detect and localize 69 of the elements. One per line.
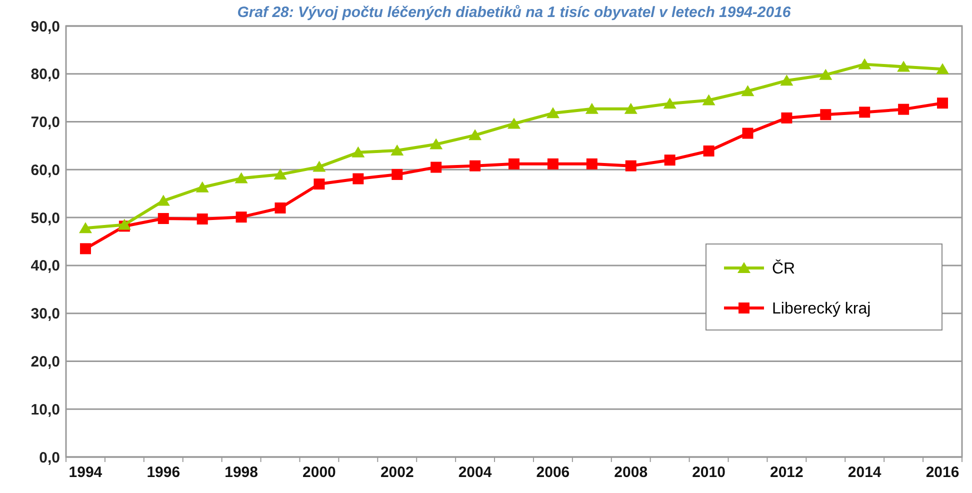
y-tick-label: 40,0 (30, 258, 60, 275)
point (625, 160, 636, 172)
point (392, 168, 403, 180)
legend-label: ČR (772, 260, 796, 278)
point (508, 158, 520, 170)
y-tick-label: 70,0 (30, 114, 60, 132)
point (196, 213, 208, 224)
point (390, 144, 404, 156)
point (158, 213, 169, 224)
x-tick-label: 1998 (224, 464, 258, 481)
point (430, 162, 442, 173)
point (820, 109, 832, 120)
point (468, 129, 482, 140)
point (624, 102, 638, 114)
chart-title: Graf 28: Vývoj počtu léčených diabetiků na 1 tisíc obyvatel v letech 1994-2016 (237, 4, 792, 21)
point (937, 98, 948, 109)
point (858, 58, 872, 70)
legend-label: Liberecký kraj (772, 300, 871, 318)
x-tick-label: 2008 (614, 464, 648, 481)
point (80, 243, 91, 254)
point (859, 106, 870, 118)
point (547, 158, 558, 170)
point (234, 172, 248, 184)
point (781, 112, 792, 124)
point (352, 146, 365, 158)
point (470, 160, 481, 172)
x-tick-label: 2004 (458, 464, 492, 481)
point (780, 74, 794, 86)
point (546, 107, 560, 118)
point (196, 181, 209, 192)
point (703, 145, 714, 156)
point (663, 98, 676, 109)
x-tick-label: 2002 (380, 464, 414, 481)
point (508, 118, 520, 129)
point (664, 154, 676, 166)
y-tick-label: 60,0 (30, 162, 60, 179)
y-tick-label: 0,0 (39, 449, 60, 466)
y-tick-label: 90,0 (30, 18, 60, 36)
point (819, 68, 832, 80)
y-tick-label: 50,0 (30, 210, 60, 227)
x-tick-label: 2010 (692, 464, 726, 481)
x-tick-label: 1994 (68, 464, 103, 481)
point (314, 178, 325, 190)
point (742, 128, 754, 139)
y-tick-label: 10,0 (30, 401, 60, 418)
x-tick-label: 2014 (848, 464, 882, 481)
point (430, 138, 443, 150)
point (897, 60, 910, 72)
point (274, 202, 286, 214)
y-tick-label: 80,0 (30, 66, 60, 84)
point (702, 94, 716, 106)
point (898, 104, 910, 115)
x-tick-label: 1996 (146, 464, 180, 481)
point (312, 160, 326, 172)
x-tick-label: 2012 (770, 464, 804, 481)
point (741, 85, 754, 96)
point (936, 63, 950, 74)
x-tick-label: 2000 (302, 464, 336, 481)
y-tick-label: 20,0 (30, 353, 60, 370)
point (156, 194, 170, 206)
x-tick-label: 2016 (926, 464, 960, 481)
point (585, 102, 598, 114)
point (274, 168, 287, 180)
point (236, 212, 247, 223)
x-tick-label: 2006 (536, 464, 570, 481)
point (352, 173, 364, 184)
point (586, 158, 598, 170)
y-tick-label: 30,0 (30, 306, 60, 323)
point (78, 222, 92, 234)
